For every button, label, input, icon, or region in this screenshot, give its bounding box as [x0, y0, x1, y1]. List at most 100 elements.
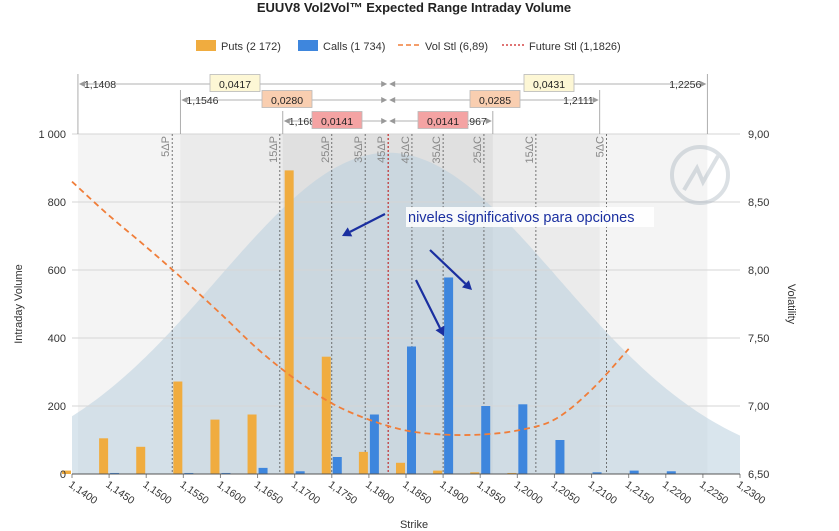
range-width-box [261, 90, 313, 108]
delta-label: 5ΔP [160, 136, 172, 157]
call-bar [110, 472, 120, 474]
legend-calls-swatch [298, 40, 318, 51]
put-bar [433, 470, 443, 474]
delta-label: 45ΔC [400, 136, 412, 164]
x-tick-label: 1,1650 [252, 479, 285, 507]
x-tick-label: 1,2200 [660, 479, 693, 507]
range-width-label: 0,0141 [427, 116, 459, 128]
range-width-label: 0,0285 [479, 95, 511, 107]
call-bar [555, 440, 565, 474]
call-bar [332, 457, 342, 474]
annotation-text: niveles significativos para opciones [408, 210, 635, 226]
range-width-label: 0,0417 [219, 79, 251, 91]
range-width-box [469, 90, 521, 108]
range-width-box [209, 74, 261, 92]
x-tick-label: 1,1900 [437, 479, 470, 507]
delta-label: 35ΔP [353, 136, 365, 163]
range-arrowhead [389, 97, 396, 103]
call-bar [444, 277, 454, 474]
range-high-label: 1,2256 [669, 79, 701, 91]
range-low-label: 1,1546 [186, 95, 218, 107]
call-bar [629, 470, 639, 474]
y-tick-label: 200 [48, 401, 66, 413]
x-tick-label: 1,1800 [363, 479, 396, 507]
range-arrowhead [381, 81, 388, 87]
chart-title: EUUV8 Vol2Vol™ Expected Range Intraday V… [257, 0, 571, 15]
range-arrowhead [283, 118, 290, 124]
y2-tick-label: 8,00 [748, 265, 769, 277]
put-bar [136, 446, 146, 474]
x-tick-label: 1,2300 [734, 479, 767, 507]
range-arrowhead [389, 118, 396, 124]
legend-puts-swatch [196, 40, 216, 51]
y2-axis-label: Volatility [785, 284, 797, 325]
put-bar [358, 451, 368, 474]
y-tick-label: 400 [48, 333, 66, 345]
y2-tick-label: 8,50 [748, 197, 769, 209]
annotation-arrow [349, 213, 386, 233]
watermark-ring [670, 145, 730, 205]
range-width-box [311, 111, 363, 129]
range-arrowhead [381, 97, 388, 103]
call-bar [258, 467, 268, 474]
call-bar [666, 471, 676, 474]
legend: Puts (2 172) Calls (1 734) Vol Stl (6,89… [196, 40, 621, 53]
x-tick-label: 1,2250 [697, 479, 730, 507]
range-width-label: 0,0280 [271, 95, 303, 107]
range-arrowhead [700, 81, 707, 87]
range-width-label: 0,0141 [321, 116, 353, 128]
annotation: niveles significativos para opciones [342, 207, 654, 336]
y-tick-label: 1 000 [38, 129, 66, 141]
watermark-zigzag [682, 155, 720, 192]
put-bar [210, 419, 220, 474]
y-tick-label: 0 [60, 469, 66, 481]
put-bar [396, 462, 405, 474]
y2-tick-label: 9,00 [748, 129, 769, 141]
range-arrowhead [592, 97, 599, 103]
put-bar [173, 381, 183, 474]
y-tick-label: 600 [48, 265, 66, 277]
annotation-arrow [415, 279, 441, 329]
x-tick-label: 1,1550 [178, 479, 211, 507]
x-tick-label: 1,1700 [289, 479, 322, 507]
delta-label: 5ΔC [594, 136, 606, 157]
annotation-arrowhead [462, 280, 472, 290]
delta-label: 35ΔC [431, 136, 443, 164]
x-tick-label: 1,1850 [400, 479, 433, 507]
range-width-label: 0,0431 [533, 79, 565, 91]
call-bar [369, 414, 379, 474]
x-tick-label: 1,1500 [141, 479, 174, 507]
x-tick-label: 1,1400 [66, 479, 99, 507]
annotation-arrowhead [435, 325, 445, 336]
put-bar [470, 472, 480, 474]
call-bar [592, 472, 602, 474]
range-width-box [523, 74, 575, 92]
y-axis-label: Intraday Volume [13, 264, 25, 344]
legend-future-label: Future Stl (1,1826) [529, 41, 621, 53]
delta-label: 45ΔP [376, 136, 388, 163]
range-low-label: 1,1408 [84, 79, 116, 91]
put-bar [62, 470, 71, 474]
legend-vol-label: Vol Stl (6,89) [425, 41, 488, 53]
range-arrowhead [181, 97, 188, 103]
y2-tick-label: 7,00 [748, 401, 769, 413]
call-bar [407, 346, 416, 474]
expected-range-brackets: 1,1408 1,2256 0,0417 0,0431 1,1546 1,2111 0,02… [77, 74, 708, 134]
call-bar [184, 472, 194, 474]
delta-label: 15ΔC [524, 136, 536, 164]
put-bar [321, 356, 331, 474]
x-tick-label: 1,2100 [586, 479, 619, 507]
put-bar [99, 438, 109, 474]
x-axis-label: Strike [400, 519, 428, 531]
x-tick-label: 1,2000 [512, 479, 545, 507]
x-tick-label: 1,2050 [549, 479, 582, 507]
delta-label: 25ΔC [472, 136, 484, 164]
annotation-arrowhead [342, 227, 353, 237]
vol-curve [71, 180, 630, 436]
legend-puts-label: Puts (2 172) [221, 41, 281, 53]
x-tick-label: 1,1950 [475, 479, 508, 507]
put-bar [247, 414, 257, 474]
range-arrowhead [381, 118, 388, 124]
y-tick-label: 800 [48, 197, 66, 209]
